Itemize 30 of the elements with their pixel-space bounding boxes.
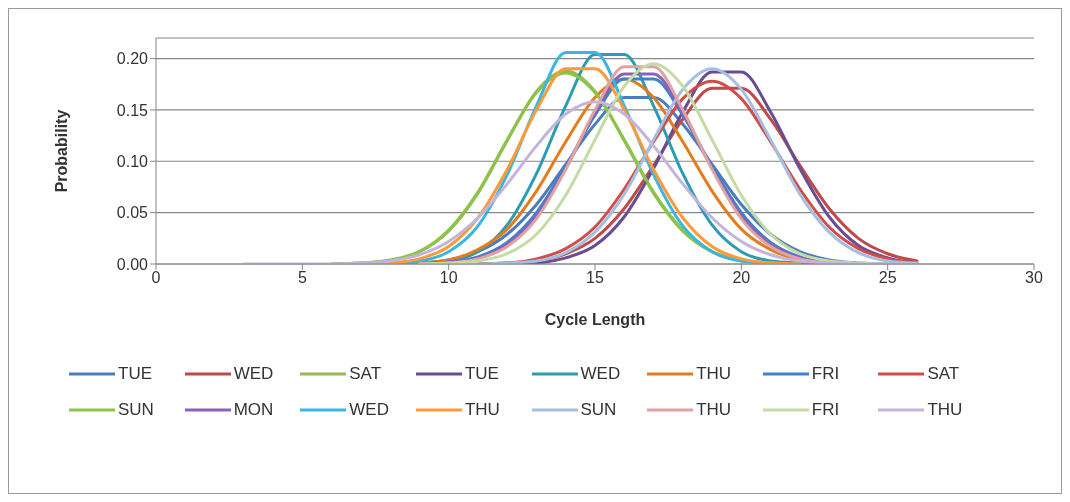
x-tick-label: 15	[586, 269, 604, 287]
legend-label: THU	[696, 400, 732, 420]
y-tick-label: 0.00	[116, 255, 149, 273]
legend-label: THU	[696, 364, 732, 384]
x-tick-label: 25	[878, 269, 897, 287]
legend-label: TUE	[118, 364, 152, 384]
x-tick-label: 10	[439, 269, 458, 287]
legend-label: SUN	[118, 400, 154, 420]
legend-label: THU	[464, 400, 500, 420]
x-tick-label: 30	[1025, 269, 1043, 287]
legend-label: SAT	[927, 364, 960, 384]
legend-label: TUE	[464, 364, 499, 384]
y-tick-label: 0.15	[116, 101, 149, 119]
x-tick-label: 0	[151, 269, 161, 287]
legend-label: THU	[927, 400, 963, 420]
legend-label: FRI	[811, 400, 840, 420]
x-tick-label: 20	[732, 269, 751, 287]
x-axis-title: Cycle Length	[544, 311, 646, 329]
legend-label: SUN	[580, 400, 617, 420]
y-axis-title: Probability	[52, 109, 70, 193]
legend-label: WED	[580, 364, 621, 384]
x-tick-label: 5	[297, 269, 307, 287]
legend-label: FRI	[811, 364, 840, 384]
y-tick-label: 0.05	[116, 204, 149, 222]
legend-label: MON	[233, 400, 274, 420]
legend-label: SAT	[349, 364, 382, 384]
y-tick-label: 0.20	[116, 50, 149, 68]
legend-label: WED	[349, 400, 389, 420]
y-tick-label: 0.10	[116, 152, 149, 170]
legend-label: WED	[233, 364, 274, 384]
